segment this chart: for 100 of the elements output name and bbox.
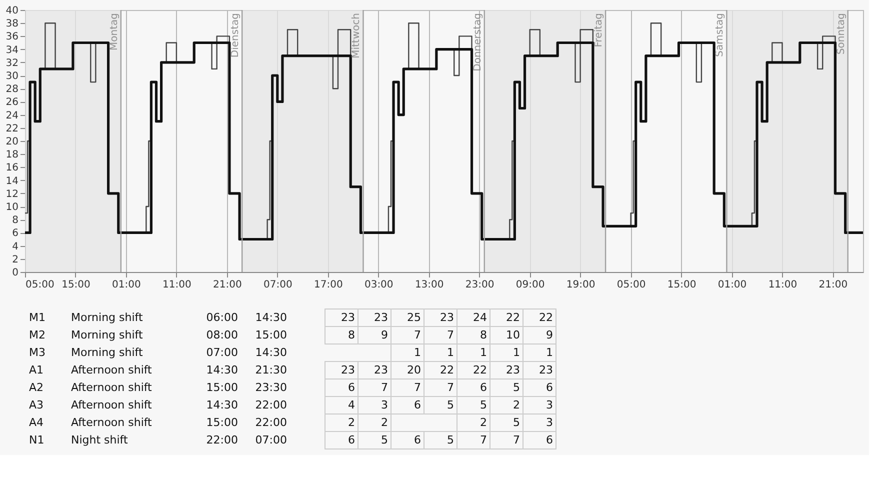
data-label: 23 xyxy=(374,310,388,324)
y-tick-label: 14 xyxy=(6,176,18,187)
x-tick-label: 19:00 xyxy=(566,280,596,290)
y-tick-label: A1 xyxy=(29,363,44,376)
y-tick-label: 38 xyxy=(6,18,18,30)
text: Morning shift xyxy=(71,346,144,359)
y-tick-label: N1 xyxy=(29,433,44,446)
y-tick-label: 4 xyxy=(12,241,18,252)
data-label: 6 xyxy=(546,380,553,394)
ref-line-label: Samstag xyxy=(714,13,726,57)
data-label: 5 xyxy=(513,416,520,429)
ref-line-label: Donnerstag xyxy=(472,13,484,72)
data-label: 2 xyxy=(381,416,388,429)
data-label: 4 xyxy=(348,398,355,412)
data-label: 1 xyxy=(447,346,454,359)
data-label: 9 xyxy=(381,328,388,342)
y-tick-label: 0 xyxy=(12,268,18,278)
x-tick-label: 21:00 xyxy=(213,280,242,290)
x-tick-label: 15:00 xyxy=(667,280,696,290)
data-label: 1 xyxy=(414,346,421,359)
data-label: 2 xyxy=(480,416,487,429)
data-label: 7 xyxy=(381,380,388,394)
data-label: 10 xyxy=(506,328,520,342)
data-label: 1 xyxy=(480,346,487,359)
data-label: 23 xyxy=(539,363,553,376)
data-label: 22 xyxy=(473,363,487,376)
x-tick-label: 01:00 xyxy=(112,280,141,290)
x-tick-label: 23:00 xyxy=(465,280,494,290)
data-label: 9 xyxy=(546,328,553,342)
data-label: 25 xyxy=(407,310,421,324)
text: 07:00 xyxy=(206,346,238,359)
data-label: 23 xyxy=(374,363,388,376)
text: 15:00 xyxy=(255,328,287,342)
text: 14:30 xyxy=(255,310,287,324)
data-label: 2 xyxy=(348,416,355,429)
data-label: 7 xyxy=(414,380,421,394)
text: 23:30 xyxy=(255,380,287,394)
x-tick-label: 01:00 xyxy=(718,280,747,290)
text: Afternoon shift xyxy=(71,398,153,412)
y-tick-label: 34 xyxy=(6,44,18,56)
text: Afternoon shift xyxy=(71,416,153,429)
x-tick-label: 11:00 xyxy=(162,280,192,290)
text: 22:00 xyxy=(206,433,238,446)
x-tick-label: 15:00 xyxy=(62,280,90,290)
data-label: 1 xyxy=(546,346,553,359)
data-label: 5 xyxy=(447,398,454,412)
y-tick-label: 8 xyxy=(12,215,18,226)
x-tick-label: 07:00 xyxy=(263,280,292,290)
text: 15:00 xyxy=(206,416,238,429)
y-tick-label: 18 xyxy=(6,150,18,161)
data-label: 20 xyxy=(407,363,421,376)
y-tick-label: 28 xyxy=(6,84,18,96)
y-tick-label: 36 xyxy=(6,32,18,43)
x-tick-label: 05:00 xyxy=(616,280,646,290)
y-tick-label: 10 xyxy=(6,202,18,213)
text: 07:00 xyxy=(255,433,287,446)
y-tick-label: 12 xyxy=(6,188,18,200)
data-label: 5 xyxy=(480,398,487,412)
data-label: 1 xyxy=(513,346,520,359)
data-label: 8 xyxy=(480,328,487,342)
data-label: 22 xyxy=(440,363,454,376)
y-tick-label: A3 xyxy=(29,398,44,412)
text: 14:30 xyxy=(206,363,238,376)
y-tick-label: 40 xyxy=(6,6,18,16)
text: Afternoon shift xyxy=(71,380,153,394)
text: 22:00 xyxy=(255,416,287,429)
data-label: 24 xyxy=(473,310,487,324)
data-label: 7 xyxy=(447,380,454,394)
y-tick-label: M3 xyxy=(29,346,46,359)
data-label: 6 xyxy=(546,433,553,446)
text: 14:30 xyxy=(255,346,287,359)
data-label: 3 xyxy=(546,398,553,412)
text: Morning shift xyxy=(71,328,144,342)
text: 08:00 xyxy=(206,328,238,342)
y-tick-label: 6 xyxy=(12,228,18,240)
data-label: 7 xyxy=(447,328,454,342)
data-label: 7 xyxy=(480,433,487,446)
data-label: 22 xyxy=(506,310,520,324)
data-label: 5 xyxy=(513,380,520,394)
y-tick-label: 16 xyxy=(6,162,18,174)
y-tick-label: A4 xyxy=(29,416,44,429)
y-tick-label: M2 xyxy=(29,328,46,342)
data-label: 23 xyxy=(341,363,355,376)
data-label: 3 xyxy=(381,398,388,412)
ref-line-label: Freitag xyxy=(594,13,605,48)
y-tick-label: 22 xyxy=(6,123,18,134)
text: Afternoon shift xyxy=(71,363,153,376)
y-tick-label: 26 xyxy=(6,97,18,108)
ref-line-label: Montag xyxy=(108,13,120,50)
data-label: 2 xyxy=(513,398,520,412)
x-tick-label: 11:00 xyxy=(768,280,798,290)
data-label: 5 xyxy=(447,433,454,446)
y-tick-label: A2 xyxy=(29,380,44,394)
text: 15:00 xyxy=(206,380,238,394)
ref-line-label: Mittwoch xyxy=(351,13,362,58)
data-label: 6 xyxy=(414,433,421,446)
data-label: 6 xyxy=(480,380,487,394)
y-tick-label: 20 xyxy=(6,136,18,148)
x-tick-label: 03:00 xyxy=(364,280,394,290)
text: 22:00 xyxy=(255,398,287,412)
